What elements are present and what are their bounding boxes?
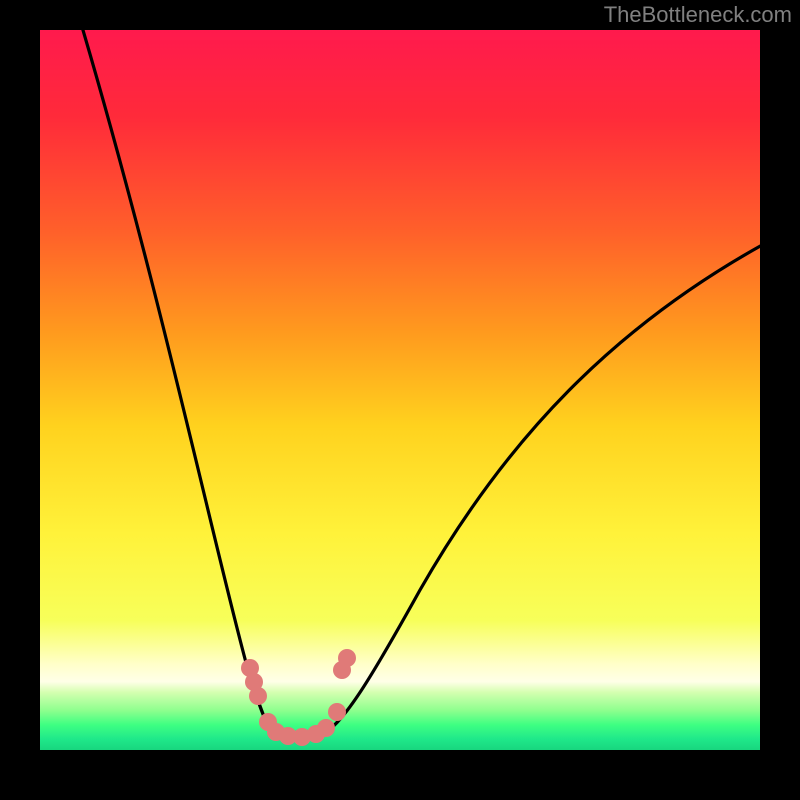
chart-svg [40, 30, 760, 750]
data-point [249, 687, 267, 705]
gradient-background [40, 30, 760, 750]
data-point [317, 719, 335, 737]
plot-area [40, 30, 760, 750]
watermark-text: TheBottleneck.com [604, 2, 792, 28]
data-point [328, 703, 346, 721]
data-point [338, 649, 356, 667]
